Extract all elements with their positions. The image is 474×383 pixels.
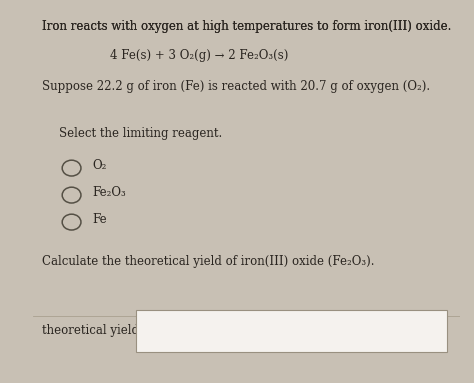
Text: Calculate the theoretical yield of iron(III) oxide (Fe₂O₃).: Calculate the theoretical yield of iron(…: [42, 254, 374, 267]
Text: Iron reacts with oxygen at high temperatures to form iron(III) oxide.: Iron reacts with oxygen at high temperat…: [42, 20, 451, 33]
Text: theoretical yield =: theoretical yield =: [42, 324, 152, 337]
FancyBboxPatch shape: [136, 310, 447, 352]
Text: 4 Fe(s) + 3 O₂(g) → 2 Fe₂O₃(s): 4 Fe(s) + 3 O₂(g) → 2 Fe₂O₃(s): [110, 49, 288, 62]
Text: Fe: Fe: [92, 213, 107, 226]
Text: Select the limiting reagent.: Select the limiting reagent.: [59, 127, 222, 140]
Text: Suppose 22.2 g of iron (Fe) is reacted with 20.7 g of oxygen (O₂).: Suppose 22.2 g of iron (Fe) is reacted w…: [42, 80, 430, 93]
Text: Iron reacts with oxygen at high temperatures to form iron(III) oxide.: Iron reacts with oxygen at high temperat…: [42, 20, 451, 33]
Text: O₂: O₂: [92, 159, 107, 172]
Text: Fe₂O₃: Fe₂O₃: [92, 186, 126, 199]
